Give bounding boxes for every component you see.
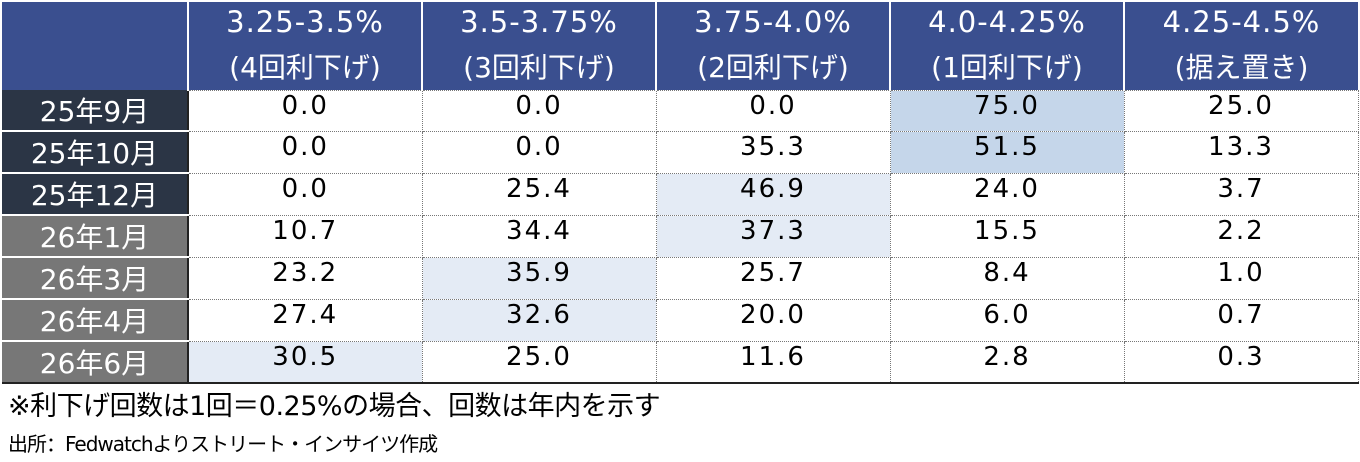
header-range-4: 4.25-4.5% bbox=[1123, 2, 1358, 42]
row-label: 25年12月 bbox=[2, 173, 189, 216]
value-cell: 20.0 bbox=[655, 298, 891, 342]
value-cell: 25.0 bbox=[421, 340, 657, 384]
value-cell: 3.7 bbox=[1123, 172, 1359, 216]
value-cell: 0.0 bbox=[655, 89, 891, 132]
value-cell: 1.0 bbox=[1123, 256, 1359, 300]
value-cell: 46.9 bbox=[655, 172, 891, 216]
value-cell: 0.0 bbox=[421, 130, 657, 174]
header-corner bbox=[2, 2, 188, 90]
header-range-2: 3.75-4.0% bbox=[655, 2, 890, 42]
value-cell: 25.0 bbox=[1123, 89, 1359, 132]
value-cell: 23.2 bbox=[187, 256, 423, 300]
value-cell: 2.8 bbox=[889, 340, 1125, 384]
table-row: 26年1月 10.7 34.4 37.3 15.5 2.2 bbox=[2, 214, 1359, 258]
header-note-1: (3回利下げ) bbox=[421, 42, 656, 90]
table-row: 25年12月 0.0 25.4 46.9 24.0 3.7 bbox=[2, 172, 1359, 216]
value-cell: 0.0 bbox=[187, 130, 423, 174]
value-cell: 51.5 bbox=[889, 130, 1125, 174]
row-label: 26年3月 bbox=[2, 257, 189, 300]
value-cell: 25.7 bbox=[655, 256, 891, 300]
header-row-ranges: 3.25-3.5% 3.5-3.75% 3.75-4.0% 4.0-4.25% … bbox=[2, 2, 1358, 90]
value-cell: 25.4 bbox=[421, 172, 657, 216]
header-note-3: (1回利下げ) bbox=[889, 42, 1124, 90]
value-cell: 0.7 bbox=[1123, 298, 1359, 342]
value-cell: 2.2 bbox=[1123, 214, 1359, 258]
value-cell: 75.0 bbox=[889, 89, 1125, 132]
value-cell: 27.4 bbox=[187, 298, 423, 342]
value-cell: 24.0 bbox=[889, 172, 1125, 216]
value-cell: 35.3 bbox=[655, 130, 891, 174]
value-cell: 0.3 bbox=[1123, 340, 1359, 384]
table-row: 25年10月 0.0 0.0 35.3 51.5 13.3 bbox=[2, 130, 1359, 174]
table-row: 25年9月 0.0 0.0 0.0 75.0 25.0 bbox=[2, 89, 1359, 132]
row-label: 26年4月 bbox=[2, 299, 189, 342]
header-range-0: 3.25-3.5% bbox=[187, 2, 422, 42]
footnote: ※利下げ回数は1回＝0.25%の場合、回数は年内を示す bbox=[8, 391, 661, 422]
row-label: 26年6月 bbox=[2, 341, 189, 384]
value-cell: 0.0 bbox=[421, 89, 657, 132]
value-cell: 0.0 bbox=[187, 89, 423, 132]
table-row: 26年6月 30.5 25.0 11.6 2.8 0.3 bbox=[2, 340, 1359, 384]
value-cell: 6.0 bbox=[889, 298, 1125, 342]
value-cell: 8.4 bbox=[889, 256, 1125, 300]
row-label: 26年1月 bbox=[2, 215, 189, 258]
header-note-0: (4回利下げ) bbox=[187, 42, 422, 90]
table-row: 26年3月 23.2 35.9 25.7 8.4 1.0 bbox=[2, 256, 1359, 300]
header-note-4: (据え置き) bbox=[1123, 42, 1358, 90]
value-cell: 37.3 bbox=[655, 214, 891, 258]
value-cell: 32.6 bbox=[421, 298, 657, 342]
header-range-3: 4.0-4.25% bbox=[889, 2, 1124, 42]
value-cell: 11.6 bbox=[655, 340, 891, 384]
header-row-notes: (4回利下げ) (3回利下げ) (2回利下げ) (1回利下げ) (据え置き) bbox=[2, 42, 1358, 90]
value-cell: 10.7 bbox=[187, 214, 423, 258]
table-body: 25年9月 0.0 0.0 0.0 75.0 25.0 25年10月 0.0 0.0 35.3 51… bbox=[2, 89, 1359, 384]
value-cell: 13.3 bbox=[1123, 130, 1359, 174]
row-label: 25年9月 bbox=[2, 90, 189, 132]
table-row: 26年4月 27.4 32.6 20.0 6.0 0.7 bbox=[2, 298, 1359, 342]
source-note: 出所：Fedwatchよりストリート・インサイツ作成 bbox=[8, 432, 438, 456]
row-label: 25年10月 bbox=[2, 131, 189, 174]
value-cell: 35.9 bbox=[421, 256, 657, 300]
header-range-1: 3.5-3.75% bbox=[421, 2, 656, 42]
value-cell: 15.5 bbox=[889, 214, 1125, 258]
value-cell: 30.5 bbox=[187, 340, 423, 384]
value-cell: 34.4 bbox=[421, 214, 657, 258]
value-cell: 0.0 bbox=[187, 172, 423, 216]
rate-probability-table: 3.25-3.5% 3.5-3.75% 3.75-4.0% 4.0-4.25% … bbox=[2, 2, 1359, 384]
header-note-2: (2回利下げ) bbox=[655, 42, 890, 90]
